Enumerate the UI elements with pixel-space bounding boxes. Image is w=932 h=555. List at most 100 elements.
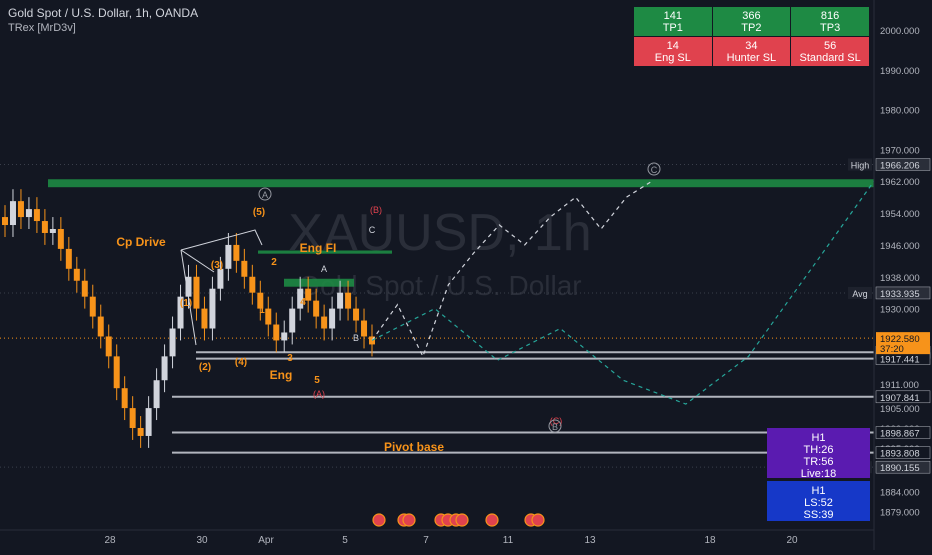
h1-signal-ls: LS:52 — [804, 497, 833, 509]
candle-body-17 — [137, 428, 144, 436]
projection-layer — [371, 180, 875, 405]
candle-body-36 — [289, 308, 296, 333]
zone-1 — [258, 250, 392, 254]
zone-0 — [48, 179, 874, 188]
cp-drive-line-3 — [180, 249, 197, 346]
h1-signal-tf: H1 — [811, 485, 826, 497]
eng-sl-cell: 14 Eng SL — [634, 37, 712, 66]
cp-drive-line-2 — [180, 249, 215, 273]
candle-body-37 — [297, 288, 304, 309]
h1-trend-tr: TR:56 — [803, 456, 834, 468]
current-price-label: 1922.580 — [880, 334, 920, 345]
axis-tag-0: 1966.206 — [880, 161, 920, 172]
candle-body-39 — [313, 300, 320, 317]
y-tick-18: 2000.000 — [880, 26, 920, 37]
zones-layer — [48, 179, 874, 287]
candle-body-10 — [81, 280, 88, 297]
annotation-6: (3) — [211, 260, 223, 271]
candle-body-20 — [161, 356, 168, 381]
candle-body-0 — [2, 217, 8, 226]
hunter-sl-value: 34 — [745, 39, 758, 52]
candle-body-45 — [361, 320, 368, 337]
event-icon-6 — [455, 513, 469, 527]
candle-body-30 — [241, 260, 248, 277]
y-tick-11: 1938.000 — [880, 273, 920, 284]
tp3-value: 816 — [820, 9, 840, 22]
candle-body-15 — [121, 388, 128, 409]
indicator-label[interactable]: TRex [MrD3v] — [8, 22, 76, 34]
price-lines-layer — [0, 164, 874, 468]
axis-tag-name-0: High — [851, 161, 870, 171]
annotation-ring-20 — [258, 187, 272, 201]
annotation-13: 5 — [314, 375, 320, 386]
projection-white — [371, 180, 653, 358]
annotations-layer: Cp Drive Eng FI Eng Pivot base (1) (2) (3) (4) (… — [116, 162, 661, 454]
candle-body-32 — [257, 292, 264, 309]
candle-body-38 — [305, 288, 312, 301]
tp3-cell: 816 TP3 — [791, 7, 869, 36]
y-tick-16: 1980.000 — [880, 106, 920, 117]
tp1-value: 141 — [663, 9, 682, 22]
candle-body-16 — [129, 408, 136, 428]
y-tick-14: 1962.000 — [880, 177, 920, 188]
price-axis[interactable]: 1879.0001884.0001890.0001895.0001900.000… — [848, 0, 932, 550]
axis-tag-bg-6 — [875, 446, 931, 459]
annotation-7: (4) — [235, 357, 247, 368]
h1-signal-box: H1 LS:52 SS:39 — [767, 481, 870, 521]
candle-body-26 — [209, 288, 216, 329]
projection-teal — [371, 180, 875, 405]
standard-sl-value: 56 — [823, 39, 837, 52]
chart-header: Gold Spot / U.S. Dollar, 1h, OANDA TRex … — [8, 6, 198, 36]
annotation-15: (B) — [370, 205, 382, 215]
x-tick-2: Apr — [258, 535, 274, 546]
hunter-sl-label: Hunter SL — [726, 51, 777, 64]
candle-body-6 — [49, 229, 56, 233]
y-tick-17: 1990.000 — [880, 66, 920, 77]
annotation-9: 1 — [259, 305, 265, 316]
candle-body-5 — [41, 221, 48, 233]
candle-body-14 — [113, 356, 120, 389]
candle-body-19 — [153, 380, 160, 409]
candle-body-9 — [73, 268, 80, 281]
time-axis[interactable]: 28 30 Apr 5 7 11 13 18 20 — [0, 529, 874, 546]
candle-body-42 — [337, 292, 344, 309]
eng-sl-label: Eng SL — [654, 51, 691, 64]
candle-body-8 — [65, 248, 72, 269]
candle-body-29 — [233, 244, 240, 261]
candle-body-21 — [169, 328, 176, 357]
current-price-tag-bg — [876, 332, 930, 355]
candles-layer — [2, 189, 375, 448]
y-tick-5: 1905.000 — [880, 404, 920, 415]
hunter-sl-cell: 34 Hunter SL — [712, 37, 791, 66]
y-tick-15: 1970.000 — [880, 145, 920, 156]
h1-trend-live: Live:18 — [800, 468, 837, 480]
annotation-22: C — [651, 165, 658, 175]
y-tick-0: 1879.000 — [880, 508, 920, 519]
tp2-cell: 366 TP2 — [712, 7, 791, 36]
candle-body-33 — [265, 308, 272, 325]
standard-sl-cell: 56 Standard SL — [791, 37, 869, 66]
candle-body-11 — [89, 296, 96, 317]
y-tick-6: 1911.000 — [880, 380, 919, 391]
chart-title[interactable]: Gold Spot / U.S. Dollar, 1h, OANDA — [8, 6, 199, 20]
candle-body-40 — [321, 316, 328, 329]
axis-tag-bg-5 — [875, 426, 931, 439]
candle-body-1 — [9, 201, 16, 226]
annotation-2: Eng — [270, 368, 293, 382]
x-tick-1: 30 — [196, 535, 208, 546]
event-icons[interactable] — [372, 513, 545, 527]
standard-sl-label: Standard SL — [799, 51, 861, 64]
annotation-19: C — [369, 225, 376, 235]
candle-body-41 — [329, 308, 336, 329]
annotation-0: Cp Drive — [116, 235, 166, 249]
annotation-21: B — [552, 422, 558, 432]
candle-body-31 — [249, 276, 256, 293]
candle-body-4 — [33, 209, 40, 222]
annotation-17: A — [321, 264, 327, 274]
h1-trend-th: TH:26 — [803, 444, 834, 456]
h1-signal-ss: SS:39 — [803, 509, 834, 521]
candle-body-24 — [193, 276, 200, 309]
eng-sl-value: 14 — [666, 39, 679, 52]
h1-trend-tf: H1 — [811, 432, 826, 444]
